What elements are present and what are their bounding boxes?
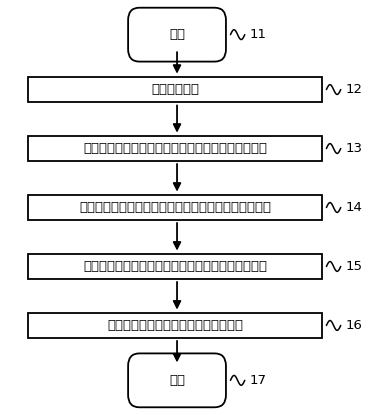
Text: 结束: 结束 (169, 374, 185, 387)
Bar (28, 254, 322, 279)
Text: 构建小波模板: 构建小波模板 (151, 83, 199, 96)
Text: 13: 13 (345, 142, 362, 155)
Text: 11: 11 (249, 28, 266, 41)
Bar (28, 136, 322, 161)
Text: 开始: 开始 (169, 28, 185, 41)
FancyBboxPatch shape (128, 8, 226, 61)
Bar (28, 313, 322, 338)
Bar (28, 195, 322, 220)
Text: 对原始彩色图像进行裁剪，获得感兴趣区域彩色图像: 对原始彩色图像进行裁剪，获得感兴趣区域彩色图像 (83, 142, 267, 155)
Text: 16: 16 (345, 319, 362, 332)
Bar (28, 77, 322, 102)
Text: 17: 17 (249, 374, 266, 387)
Text: 14: 14 (345, 201, 362, 214)
Text: 12: 12 (345, 83, 362, 96)
Text: 根据响应函数值及设定阈值识别斑马线: 根据响应函数值及设定阈值识别斑马线 (107, 319, 243, 332)
Text: 逐行扫描待检测图像，计算扫描行像素点的响应函数: 逐行扫描待检测图像，计算扫描行像素点的响应函数 (83, 260, 267, 273)
Text: 对感兴趣区域彩色图像进行灰度变换，获得待检测图像: 对感兴趣区域彩色图像进行灰度变换，获得待检测图像 (79, 201, 271, 214)
Text: 15: 15 (345, 260, 362, 273)
FancyBboxPatch shape (128, 354, 226, 407)
